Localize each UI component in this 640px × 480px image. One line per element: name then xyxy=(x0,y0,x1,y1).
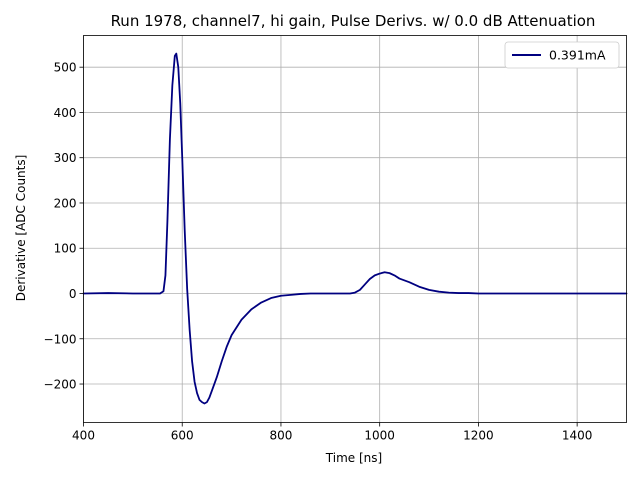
x-tick-label: 1200 xyxy=(463,429,494,443)
y-tick-label: −200 xyxy=(44,378,77,392)
x-tick-label: 800 xyxy=(270,429,293,443)
legend-label: 0.391mA xyxy=(549,48,606,63)
y-tick-label: −100 xyxy=(44,332,77,346)
ticks: 400 600 800 1000 1200 1400 −200 −100 0 100 200 300 4… xyxy=(44,61,593,443)
y-tick-label: 200 xyxy=(54,196,77,210)
plot-frame xyxy=(83,35,627,423)
y-tick-label: 500 xyxy=(54,61,77,75)
legend-box xyxy=(504,41,620,69)
x-tick-label: 1000 xyxy=(364,429,395,443)
series-line xyxy=(82,52,628,405)
x-tick-label: 600 xyxy=(171,429,194,443)
x-axis-label: Time [ns] xyxy=(325,451,382,465)
series-layer xyxy=(82,52,628,405)
grid xyxy=(83,35,627,423)
legend: 0.391mA xyxy=(504,41,620,69)
chart-title: Run 1978, channel7, hi gain, Pulse Deriv… xyxy=(111,12,596,30)
y-tick-label: 400 xyxy=(54,106,77,120)
y-tick-label: 300 xyxy=(54,151,77,165)
x-tick-label: 400 xyxy=(72,429,95,443)
x-tick-label: 1400 xyxy=(562,429,593,443)
y-axis-label: Derivative [ADC Counts] xyxy=(14,155,28,302)
y-tick-label: 100 xyxy=(54,242,77,256)
y-tick-label: 0 xyxy=(69,287,77,301)
